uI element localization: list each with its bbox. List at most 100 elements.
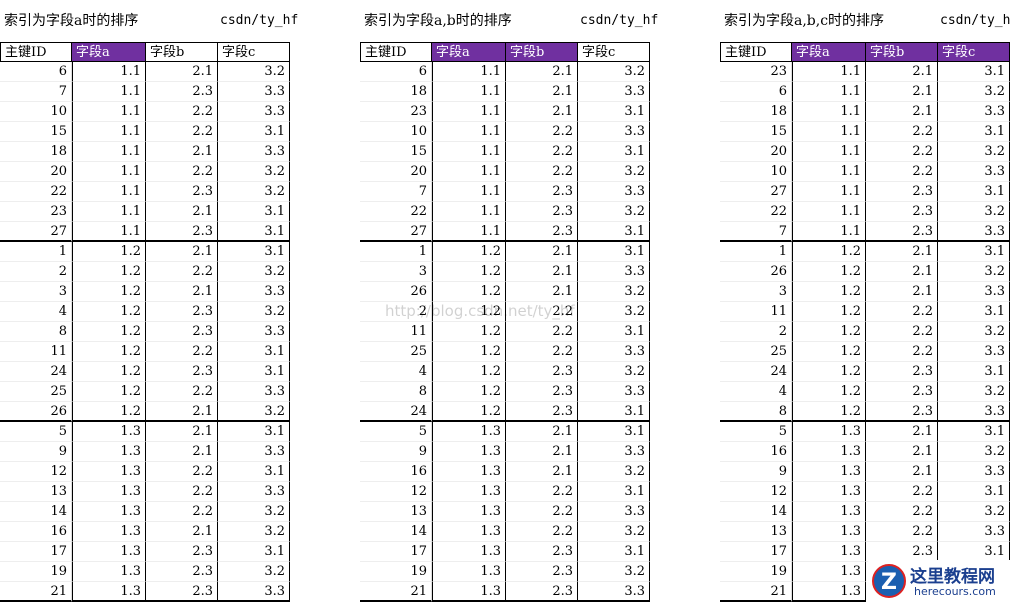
table-cell: 3.1 bbox=[218, 122, 290, 142]
table-cell: 1.2 bbox=[72, 342, 146, 362]
table-cell: 1.1 bbox=[792, 122, 866, 142]
table-cell: 11 bbox=[360, 322, 432, 342]
table-cell: 1.1 bbox=[72, 82, 146, 102]
table-cell: 23 bbox=[360, 102, 432, 122]
table-cell: 3.2 bbox=[578, 562, 650, 582]
table-cell: 1.2 bbox=[792, 382, 866, 402]
table-cell: 1.3 bbox=[792, 502, 866, 522]
table-cell: 2.1 bbox=[146, 422, 218, 442]
table-cell: 2.1 bbox=[866, 262, 938, 282]
table-cell: 18 bbox=[360, 82, 432, 102]
table-cell: 3.3 bbox=[938, 402, 1010, 422]
table-cell: 13 bbox=[360, 502, 432, 522]
table-cell: 5 bbox=[360, 422, 432, 442]
table-cell: 14 bbox=[0, 502, 72, 522]
table-cell: 1.1 bbox=[432, 202, 506, 222]
table-cell: 2.2 bbox=[506, 322, 578, 342]
table-cell: 1.1 bbox=[72, 182, 146, 202]
table-cell: 1.1 bbox=[72, 142, 146, 162]
table-cell: 12 bbox=[360, 482, 432, 502]
table-cell: 1.2 bbox=[72, 402, 146, 422]
table-cell: 3.1 bbox=[938, 302, 1010, 322]
header-cell: 字段b bbox=[866, 42, 938, 62]
table-cell: 3.1 bbox=[578, 102, 650, 122]
table-cell: 3.3 bbox=[218, 102, 290, 122]
table-cell: 1.3 bbox=[432, 562, 506, 582]
table-cell: 9 bbox=[0, 442, 72, 462]
header-cell: 字段c bbox=[938, 42, 1010, 62]
table-cell: 3.3 bbox=[938, 462, 1010, 482]
table-cell: 2.3 bbox=[146, 322, 218, 342]
table-cell: 3.2 bbox=[578, 302, 650, 322]
table-cell: 25 bbox=[360, 342, 432, 362]
table-cell: 5 bbox=[720, 422, 792, 442]
table-cell: 26 bbox=[0, 402, 72, 422]
header-cell: 字段a bbox=[72, 42, 146, 62]
table-cell: 4 bbox=[0, 302, 72, 322]
table-cell: 20 bbox=[360, 162, 432, 182]
table-cell: 2.2 bbox=[866, 122, 938, 142]
table-cell: 3.3 bbox=[578, 342, 650, 362]
table-cell: 3.2 bbox=[578, 362, 650, 382]
table-cell: 1.2 bbox=[432, 302, 506, 322]
table-cell: 2.2 bbox=[146, 122, 218, 142]
table-cell: 14 bbox=[360, 522, 432, 542]
table-cell: 3.3 bbox=[578, 502, 650, 522]
table-cell: 6 bbox=[720, 82, 792, 102]
table-cell: 1 bbox=[0, 242, 72, 262]
table-cell: 3 bbox=[720, 282, 792, 302]
table-cell: 2.2 bbox=[866, 482, 938, 502]
table-cell: 7 bbox=[720, 222, 792, 242]
table-cell: 1.2 bbox=[72, 322, 146, 342]
table-cell: 1.2 bbox=[792, 302, 866, 322]
table-cell: 3.3 bbox=[218, 382, 290, 402]
table-cell: 3.1 bbox=[938, 182, 1010, 202]
table-cell: 7 bbox=[0, 82, 72, 102]
table-cell: 1.1 bbox=[432, 162, 506, 182]
table-cell: 3.1 bbox=[578, 322, 650, 342]
table-cell: 2.2 bbox=[506, 122, 578, 142]
table-cell: 1.3 bbox=[72, 542, 146, 562]
table-cell: 3.1 bbox=[938, 242, 1010, 262]
table-cell: 2.2 bbox=[866, 302, 938, 322]
table-cell: 1.1 bbox=[432, 62, 506, 82]
table-cell: 27 bbox=[360, 222, 432, 242]
table-cell: 1.3 bbox=[792, 422, 866, 442]
table-cell: 3.1 bbox=[218, 342, 290, 362]
table-cell: 1.3 bbox=[792, 562, 866, 582]
table-cell: 1.1 bbox=[432, 222, 506, 242]
table-cell: 1.1 bbox=[792, 142, 866, 162]
table-cell: 1.3 bbox=[72, 482, 146, 502]
table-cell: 2.3 bbox=[866, 182, 938, 202]
table-cell: 1.2 bbox=[792, 362, 866, 382]
table-cell: 3.2 bbox=[578, 462, 650, 482]
table-cell: 10 bbox=[720, 162, 792, 182]
table-cell: 2.3 bbox=[866, 362, 938, 382]
table-cell: 2.1 bbox=[146, 242, 218, 262]
table-cell: 2.3 bbox=[506, 542, 578, 562]
table-cell: 1.2 bbox=[792, 342, 866, 362]
table-cell: 24 bbox=[720, 362, 792, 382]
table-cell: 3.3 bbox=[578, 82, 650, 102]
table-cell: 3.2 bbox=[938, 82, 1010, 102]
table-cell: 1.1 bbox=[432, 82, 506, 102]
table-cell: 3.2 bbox=[938, 442, 1010, 462]
table-cell: 2.2 bbox=[866, 162, 938, 182]
table-cell: 3.2 bbox=[578, 162, 650, 182]
table-cell: 26 bbox=[360, 282, 432, 302]
table-cell: 1.2 bbox=[72, 282, 146, 302]
table-cell: 1.2 bbox=[432, 342, 506, 362]
table-cell: 2.2 bbox=[506, 162, 578, 182]
table-cell: 1.3 bbox=[432, 542, 506, 562]
table-cell: 2.3 bbox=[866, 542, 938, 562]
table-cell: 3.3 bbox=[578, 442, 650, 462]
table-cell: 16 bbox=[360, 462, 432, 482]
table-cell: 11 bbox=[0, 342, 72, 362]
table-cell: 3.1 bbox=[578, 542, 650, 562]
table-cell: 3.3 bbox=[218, 322, 290, 342]
table-cell: 2.1 bbox=[506, 442, 578, 462]
table-cell: 3.1 bbox=[938, 422, 1010, 442]
table-cell: 5 bbox=[0, 422, 72, 442]
table-cell: 4 bbox=[360, 362, 432, 382]
